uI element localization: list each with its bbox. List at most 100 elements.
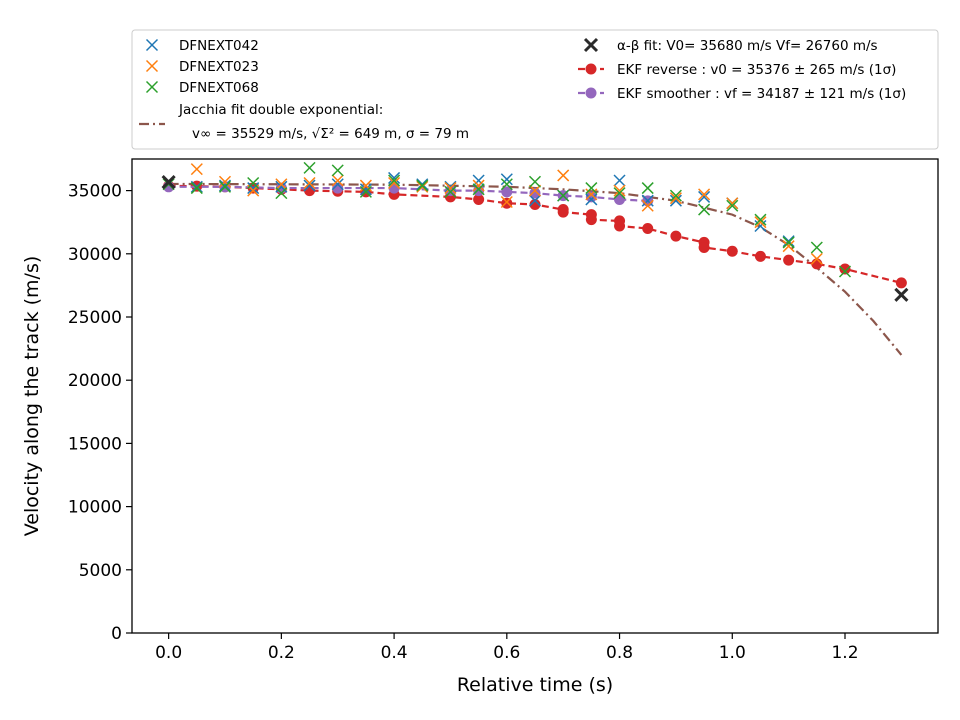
x-stroke [388, 174, 401, 187]
data-point [642, 223, 654, 235]
data-point [161, 174, 176, 190]
data-point [444, 185, 456, 197]
data-point [190, 182, 203, 195]
data-point [472, 174, 485, 187]
data-point [473, 193, 485, 205]
legend-label: α-β fit: V0= 35680 m/s Vf= 26760 m/s [617, 38, 878, 54]
data-point [529, 187, 541, 199]
data-point [473, 185, 485, 197]
data-point [303, 176, 316, 190]
data-point [500, 178, 513, 191]
data-point [388, 171, 401, 184]
data-point [669, 192, 682, 205]
legend-entries: DFNEXT042 DFNEXT023 DFNEXT068 Jacchia fit d… [139, 37, 906, 142]
legend-label: DFNEXT068 [179, 80, 259, 96]
data-point [669, 189, 682, 202]
data-point [331, 164, 344, 177]
data-point [838, 265, 852, 278]
x-stroke [726, 199, 739, 212]
data-point [613, 184, 626, 197]
x-stroke [190, 182, 203, 195]
x-stroke [810, 252, 823, 265]
x-tick-label: 0.6 [493, 643, 520, 663]
x-stroke [472, 183, 485, 196]
data-point [500, 173, 513, 186]
data-point [500, 195, 513, 209]
x-stroke [894, 287, 909, 302]
x-stroke [275, 178, 288, 191]
x-stroke [838, 265, 852, 278]
series-4 [161, 174, 909, 302]
x-stroke [303, 161, 316, 174]
x-stroke [190, 180, 203, 193]
x-stroke [782, 236, 795, 249]
data-point [726, 199, 739, 212]
plot-area [131, 158, 939, 634]
x-stroke [583, 37, 599, 53]
x-stroke [388, 171, 401, 184]
data-point [557, 169, 570, 182]
data-point [275, 178, 288, 191]
data-point [585, 193, 598, 206]
data-point [331, 174, 344, 187]
x-stroke [669, 194, 682, 207]
legend-label: DFNEXT042 [179, 38, 259, 54]
x-stroke [145, 59, 159, 73]
x-tick-label: 1.0 [719, 643, 746, 663]
x-stroke [613, 184, 626, 197]
legend-label: Jacchia fit double exponential: [178, 102, 383, 118]
x-stroke [500, 195, 513, 209]
data-point [810, 241, 823, 254]
x-stroke [613, 174, 626, 187]
x-stroke [331, 174, 344, 187]
data-point [528, 175, 542, 188]
x-stroke [810, 241, 823, 254]
x-stroke [557, 169, 570, 182]
data-point [557, 206, 569, 218]
x-stroke [754, 213, 767, 226]
y-tick-label: 15000 [68, 434, 122, 454]
data-point [810, 252, 823, 265]
data-point [275, 187, 288, 200]
x-stroke [416, 180, 429, 193]
x-stroke [444, 185, 457, 198]
legend-label: DFNEXT023 [179, 59, 259, 75]
data-point [218, 179, 232, 192]
x-stroke [359, 185, 372, 198]
data-point [754, 250, 766, 262]
x-stroke [218, 180, 232, 193]
data-point [388, 174, 401, 187]
x-tick-label: 0.0 [155, 643, 182, 663]
x-stroke [641, 194, 654, 207]
x-stroke [782, 240, 795, 253]
x-axis-ticks: 0.0 0.2 0.4 0.6 0.8 1.0 1.2 [155, 633, 859, 663]
data-point [613, 187, 626, 200]
y-axis-ticks: 0 5000 10000 15000 20000 25000 30000 35000 [68, 182, 132, 644]
y-tick-label: 20000 [68, 371, 122, 391]
x-stroke [698, 203, 711, 216]
data-point [332, 182, 344, 194]
x-stroke [247, 176, 260, 190]
y-tick-label: 10000 [68, 498, 122, 518]
x-stroke [500, 178, 513, 191]
y-tick-label: 0 [111, 624, 122, 644]
axes-frame [131, 158, 939, 634]
data-point [895, 277, 907, 289]
x-stroke [528, 184, 542, 197]
x-tick-label: 0.2 [268, 643, 295, 663]
x-stroke [359, 183, 372, 196]
data-point [388, 176, 401, 190]
x-stroke [275, 187, 288, 200]
data-point [190, 180, 203, 193]
legend-handle [583, 37, 599, 53]
x-stroke [444, 180, 457, 193]
x-stroke [161, 174, 176, 190]
data-point [444, 182, 457, 195]
y-tick-label: 5000 [79, 561, 122, 581]
series-2 [162, 161, 852, 278]
legend-handle [145, 80, 159, 94]
data-point [303, 179, 316, 192]
x-tick-label: 1.2 [831, 643, 858, 663]
legend-marker [145, 59, 159, 73]
